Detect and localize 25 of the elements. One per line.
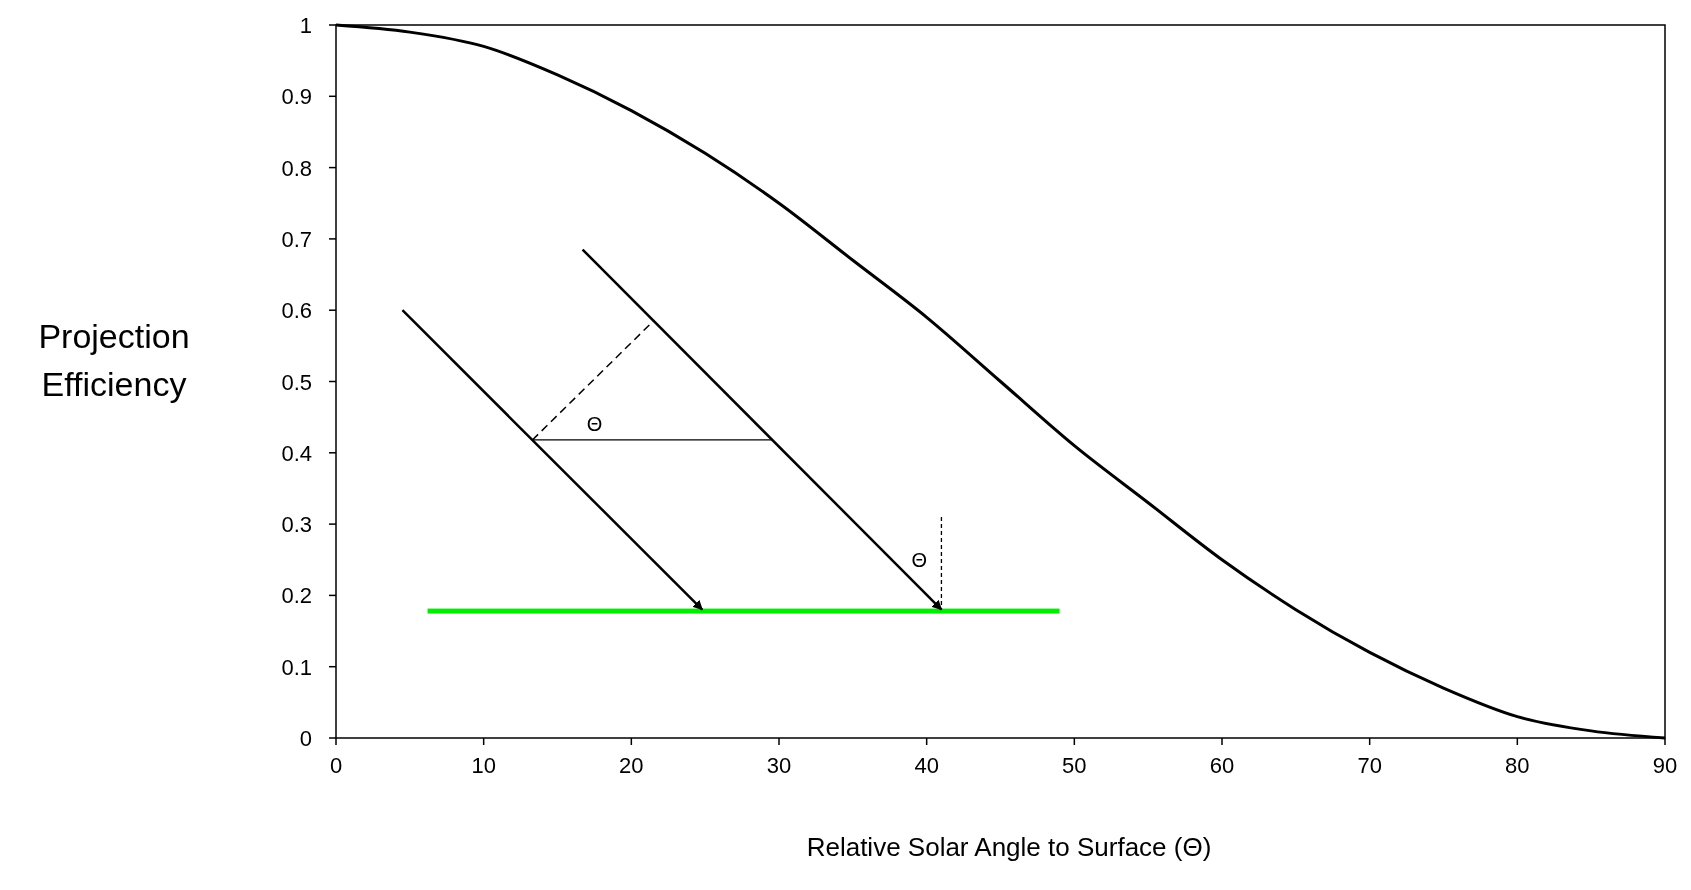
x-tick-label: 40 <box>914 753 939 778</box>
x-tick-label: 20 <box>619 753 644 778</box>
y-tick-label: 0.7 <box>281 226 312 252</box>
x-tick-label: 90 <box>1652 753 1678 778</box>
x-tick-label: 0 <box>329 753 343 778</box>
annotation: Θ <box>586 413 603 436</box>
x-tick-label: 50 <box>1062 753 1087 778</box>
y-tick-label: 0.4 <box>281 440 312 466</box>
x-tick-label: 10 <box>471 753 496 778</box>
x-tick-label: 30 <box>766 753 792 778</box>
annotation: Θ <box>911 548 928 571</box>
x-axis-title: Relative Solar Angle to Surface (Θ) <box>806 832 1212 862</box>
y-tick-label: 0.5 <box>281 369 312 395</box>
y-tick-label: 0.1 <box>281 654 312 680</box>
y-tick-label: 0.9 <box>281 84 312 110</box>
x-tick-label: 70 <box>1357 753 1382 778</box>
y-axis-title: Projection Efficiency <box>38 317 190 403</box>
y-tick-label: 0 <box>299 726 312 751</box>
x-tick-label: 60 <box>1209 753 1235 778</box>
x-tick-label: 80 <box>1505 753 1530 778</box>
y-tick-label: 0.6 <box>281 298 312 324</box>
y-tick-label: 0.8 <box>281 155 312 181</box>
y-tick-label: 0.3 <box>281 512 312 538</box>
y-tick-label: 0.2 <box>281 583 312 609</box>
y-tick-label: 1 <box>299 13 312 38</box>
